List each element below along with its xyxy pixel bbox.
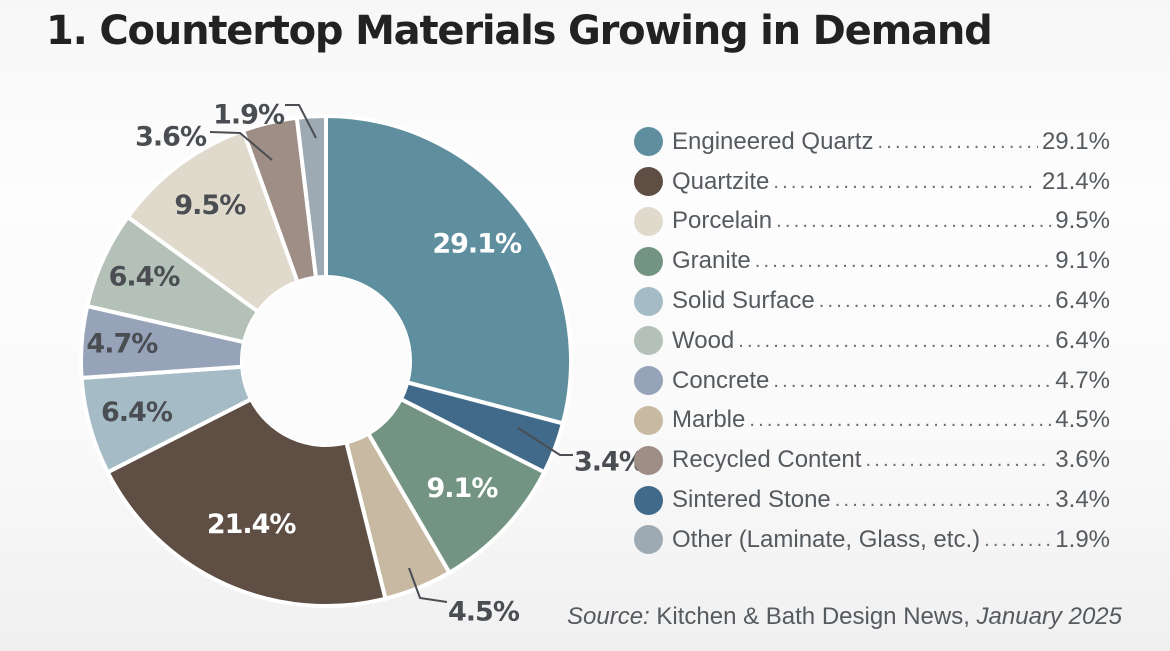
legend-label: Quartzite xyxy=(672,167,770,195)
legend-item-porcelain: Porcelain 9.5% xyxy=(634,202,1110,242)
legend-item-recycled-content: Recycled Content 3.6% xyxy=(634,440,1110,480)
legend-dot-leader xyxy=(877,131,1037,162)
callout-line-marble xyxy=(408,567,448,603)
slice-label-wood: 6.4% xyxy=(109,262,181,293)
legend-label: Sintered Stone xyxy=(672,486,831,514)
legend-label: Granite xyxy=(672,247,751,275)
callout-line-recycled-content xyxy=(209,131,273,161)
legend-item-granite: Granite 9.1% xyxy=(634,241,1110,281)
legend-dot-leader xyxy=(773,370,1051,401)
legend-dot-leader xyxy=(749,409,1051,440)
legend-swatch-icon xyxy=(634,326,663,356)
legend-dot-leader xyxy=(738,330,1051,361)
legend-swatch-icon xyxy=(634,127,663,157)
legend-item-other-laminate-glass-etc: Other (Laminate, Glass, etc.) 1.9% xyxy=(634,520,1110,560)
legend: Engineered Quartz 29.1% Quartzite 21.4% Porc… xyxy=(634,122,1110,560)
legend-swatch-icon xyxy=(634,206,663,236)
slice-label-quartzite: 21.4% xyxy=(207,509,297,540)
slice-label-granite: 9.1% xyxy=(426,473,498,504)
source-note: Source: Kitchen & Bath Design News, Janu… xyxy=(567,603,1122,631)
legend-dot-leader xyxy=(984,529,1051,560)
callout-line-other-laminate-glass-etc xyxy=(285,104,317,139)
legend-item-concrete: Concrete 4.7% xyxy=(634,361,1110,401)
legend-dot-leader xyxy=(819,290,1052,321)
legend-value: 9.5% xyxy=(1055,207,1110,235)
legend-value: 1.9% xyxy=(1055,525,1110,553)
source-publication: Kitchen & Bath Design News, xyxy=(649,603,977,630)
legend-label: Porcelain xyxy=(672,207,773,235)
legend-dot-leader xyxy=(773,171,1038,202)
legend-value: 21.4% xyxy=(1041,167,1110,195)
source-date: January 2025 xyxy=(976,603,1122,630)
legend-label: Recycled Content xyxy=(672,446,862,474)
legend-label: Solid Surface xyxy=(672,287,815,315)
slice-label-marble: 4.5% xyxy=(448,597,520,628)
legend-value: 4.5% xyxy=(1055,406,1110,434)
legend-value: 4.7% xyxy=(1055,366,1110,394)
legend-item-engineered-quartz: Engineered Quartz 29.1% xyxy=(634,122,1110,162)
slice-label-engineered-quartz: 29.1% xyxy=(432,228,522,259)
legend-label: Wood xyxy=(672,326,735,354)
legend-swatch-icon xyxy=(634,445,663,475)
legend-dot-leader xyxy=(865,449,1051,480)
legend-label: Other (Laminate, Glass, etc.) xyxy=(672,525,981,553)
legend-label: Concrete xyxy=(672,366,770,394)
legend-dot-leader xyxy=(755,250,1052,281)
legend-swatch-icon xyxy=(634,246,663,276)
slice-label-other-laminate-glass-etc: 1.9% xyxy=(213,100,285,131)
legend-swatch-icon xyxy=(634,405,663,435)
legend-item-marble: Marble 4.5% xyxy=(634,401,1110,441)
legend-label: Engineered Quartz xyxy=(672,127,874,155)
legend-swatch-icon xyxy=(634,167,663,197)
legend-value: 6.4% xyxy=(1055,326,1110,354)
legend-dot-leader xyxy=(835,489,1052,520)
legend-swatch-icon xyxy=(634,286,663,316)
donut-hole xyxy=(242,277,410,445)
legend-swatch-icon xyxy=(634,366,663,396)
slice-label-concrete: 4.7% xyxy=(86,328,158,359)
legend-item-quartzite: Quartzite 21.4% xyxy=(634,162,1110,202)
legend-value: 3.6% xyxy=(1055,446,1110,474)
legend-swatch-icon xyxy=(634,525,663,555)
legend-label: Marble xyxy=(672,406,746,434)
legend-dot-leader xyxy=(776,210,1051,241)
slice-label-porcelain: 9.5% xyxy=(174,190,246,221)
legend-value: 9.1% xyxy=(1055,247,1110,275)
legend-value: 3.4% xyxy=(1055,486,1110,514)
callout-line-sintered-stone xyxy=(517,427,573,456)
source-prefix: Source: xyxy=(567,603,650,630)
legend-item-sintered-stone: Sintered Stone 3.4% xyxy=(634,480,1110,520)
slice-label-solid-surface: 6.4% xyxy=(101,397,173,428)
legend-value: 6.4% xyxy=(1055,287,1110,315)
legend-swatch-icon xyxy=(634,485,663,515)
chart-title: 1. Countertop Materials Growing in Deman… xyxy=(46,8,993,54)
legend-item-solid-surface: Solid Surface 6.4% xyxy=(634,281,1110,321)
legend-value: 29.1% xyxy=(1041,127,1110,155)
legend-item-wood: Wood 6.4% xyxy=(634,321,1110,361)
slice-label-recycled-content: 3.6% xyxy=(135,122,207,153)
